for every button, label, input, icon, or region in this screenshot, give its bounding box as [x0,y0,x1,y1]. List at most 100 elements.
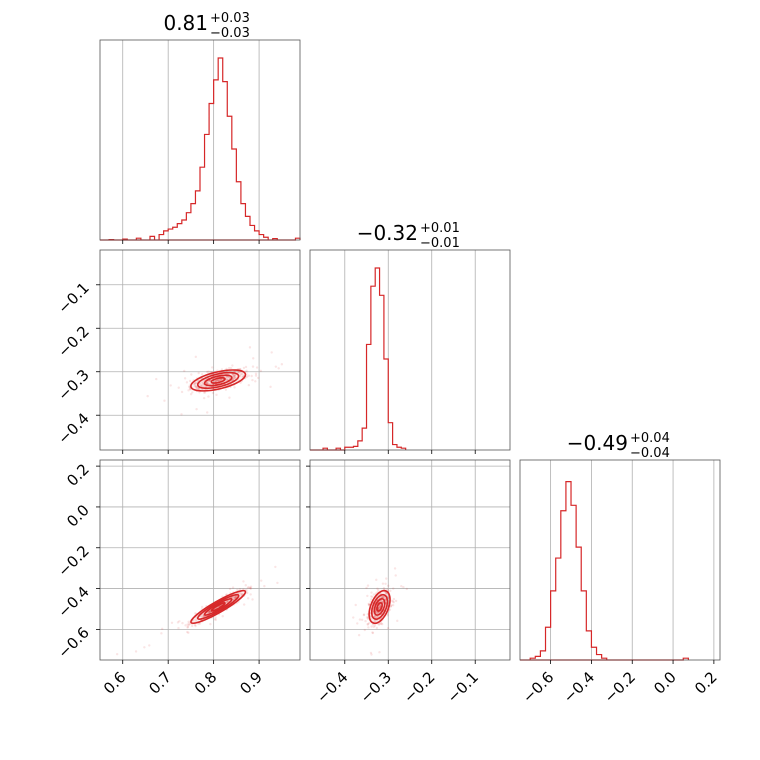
scatter-point [228,396,231,399]
histogram-panel-0 [99,39,301,244]
scatter-point [219,378,222,382]
scatter-point [201,613,204,617]
density-fill [188,588,249,625]
panel-border [309,459,511,661]
scatter-point [148,644,151,647]
scatter-point [227,600,230,603]
scatter-point [376,587,379,590]
scatter-point [370,595,373,598]
scatter-point [382,587,386,590]
scatter-point [200,384,204,388]
histogram-panel-2: −0.6 −0.4 −0.2 0.0 0.2 [519,459,721,707]
scatter-point [240,592,244,596]
scatter-point [200,381,204,384]
scatter-point [186,625,190,628]
scatter-point [274,365,278,368]
scatter-point [234,596,237,600]
panel-bg [520,460,720,660]
scatter-point [372,593,376,596]
scatter-point [389,604,392,608]
scatter-point [180,390,184,394]
scatter-point [231,586,235,589]
scatter-point [259,369,262,373]
scatter-point [216,379,220,382]
scatter-point [233,595,236,598]
scatter-point [233,386,236,389]
scatter-point [237,371,240,374]
scatter-point [379,605,382,608]
scatter-point [233,376,236,379]
density-contour [373,597,386,616]
scatter-point [191,391,194,394]
scatter-point [377,606,380,610]
title-median: −0.49 [567,431,628,455]
scatter-point [248,346,252,349]
scatter-point [380,596,383,599]
scatter-point [228,376,231,379]
scatter-point [231,373,235,376]
scatter-point [373,614,377,618]
scatter-point [233,375,236,378]
y-tick-label: −0.2 [54,322,92,360]
scatter-point [376,615,379,619]
scatter-point [193,383,196,386]
scatter-point [375,611,379,614]
scatter-point [390,604,393,607]
scatter-point [379,604,382,608]
scatter-point [194,381,197,384]
scatter-point [238,371,241,374]
scatter-point [190,624,194,628]
scatter-point [215,393,218,397]
scatter-point [387,584,390,587]
scatter-point [238,587,242,591]
scatter-point [200,373,204,376]
scatter-point [386,626,390,630]
x-tick-label: −0.1 [444,668,482,706]
scatter-point [214,379,218,383]
scatter-point [228,366,231,370]
scatter-point [143,646,146,649]
scatter-point [390,599,394,602]
panel-border [99,459,301,661]
x-tick-label: 0.0 [650,668,680,698]
scatter-point [384,582,387,586]
title-minus: −0.01 [420,236,460,251]
scatter-point [146,394,149,398]
scatter-point [181,621,184,625]
x-tick-label: −0.4 [313,668,351,706]
density-contour [210,377,226,384]
scatter-point [178,620,181,623]
scatter-point [244,365,248,369]
title-minus: −0.04 [630,446,670,461]
scatter-point [386,588,389,591]
scatter-point [115,652,119,656]
scatter-point [194,355,198,359]
scatter-point [214,380,217,383]
scatter-point [170,621,174,624]
scatter-point [400,584,403,588]
scatter-point [233,375,237,378]
title-median: −0.32 [357,221,418,245]
scatter-point [200,605,204,609]
panel-title: −0.49 +0.04−0.04 [567,431,670,461]
scatter-point [238,374,242,378]
scatter-point [194,385,198,388]
scatter-point [187,623,190,627]
joint-content [352,567,409,672]
scatter-point [363,628,367,632]
joint-panel-1-2: −0.4 −0.3 −0.2 −0.1 [306,459,511,707]
scatter-point [134,650,138,653]
scatter-point [360,618,364,622]
panel-bg [310,460,510,660]
scatter-point [381,582,385,585]
scatter-point [276,581,279,585]
scatter-point [195,407,198,411]
scatter-point [372,670,374,672]
title-plus: +0.01 [420,221,460,236]
scatter-point [238,592,241,595]
scatter-point [225,377,228,381]
scatter-point [354,603,357,607]
scatter-point [177,626,180,630]
scatter-point [373,624,377,627]
y-tick-label: 0.0 [63,501,93,531]
